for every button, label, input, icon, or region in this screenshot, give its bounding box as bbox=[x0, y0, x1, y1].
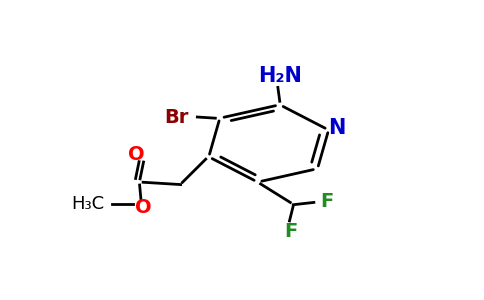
Text: O: O bbox=[135, 198, 151, 217]
Text: Br: Br bbox=[165, 107, 189, 127]
Text: N: N bbox=[328, 118, 346, 138]
Text: O: O bbox=[128, 145, 145, 164]
Text: H₂N: H₂N bbox=[258, 66, 302, 86]
Text: H₃C: H₃C bbox=[71, 195, 104, 213]
Text: F: F bbox=[285, 222, 298, 241]
Text: F: F bbox=[320, 192, 333, 211]
